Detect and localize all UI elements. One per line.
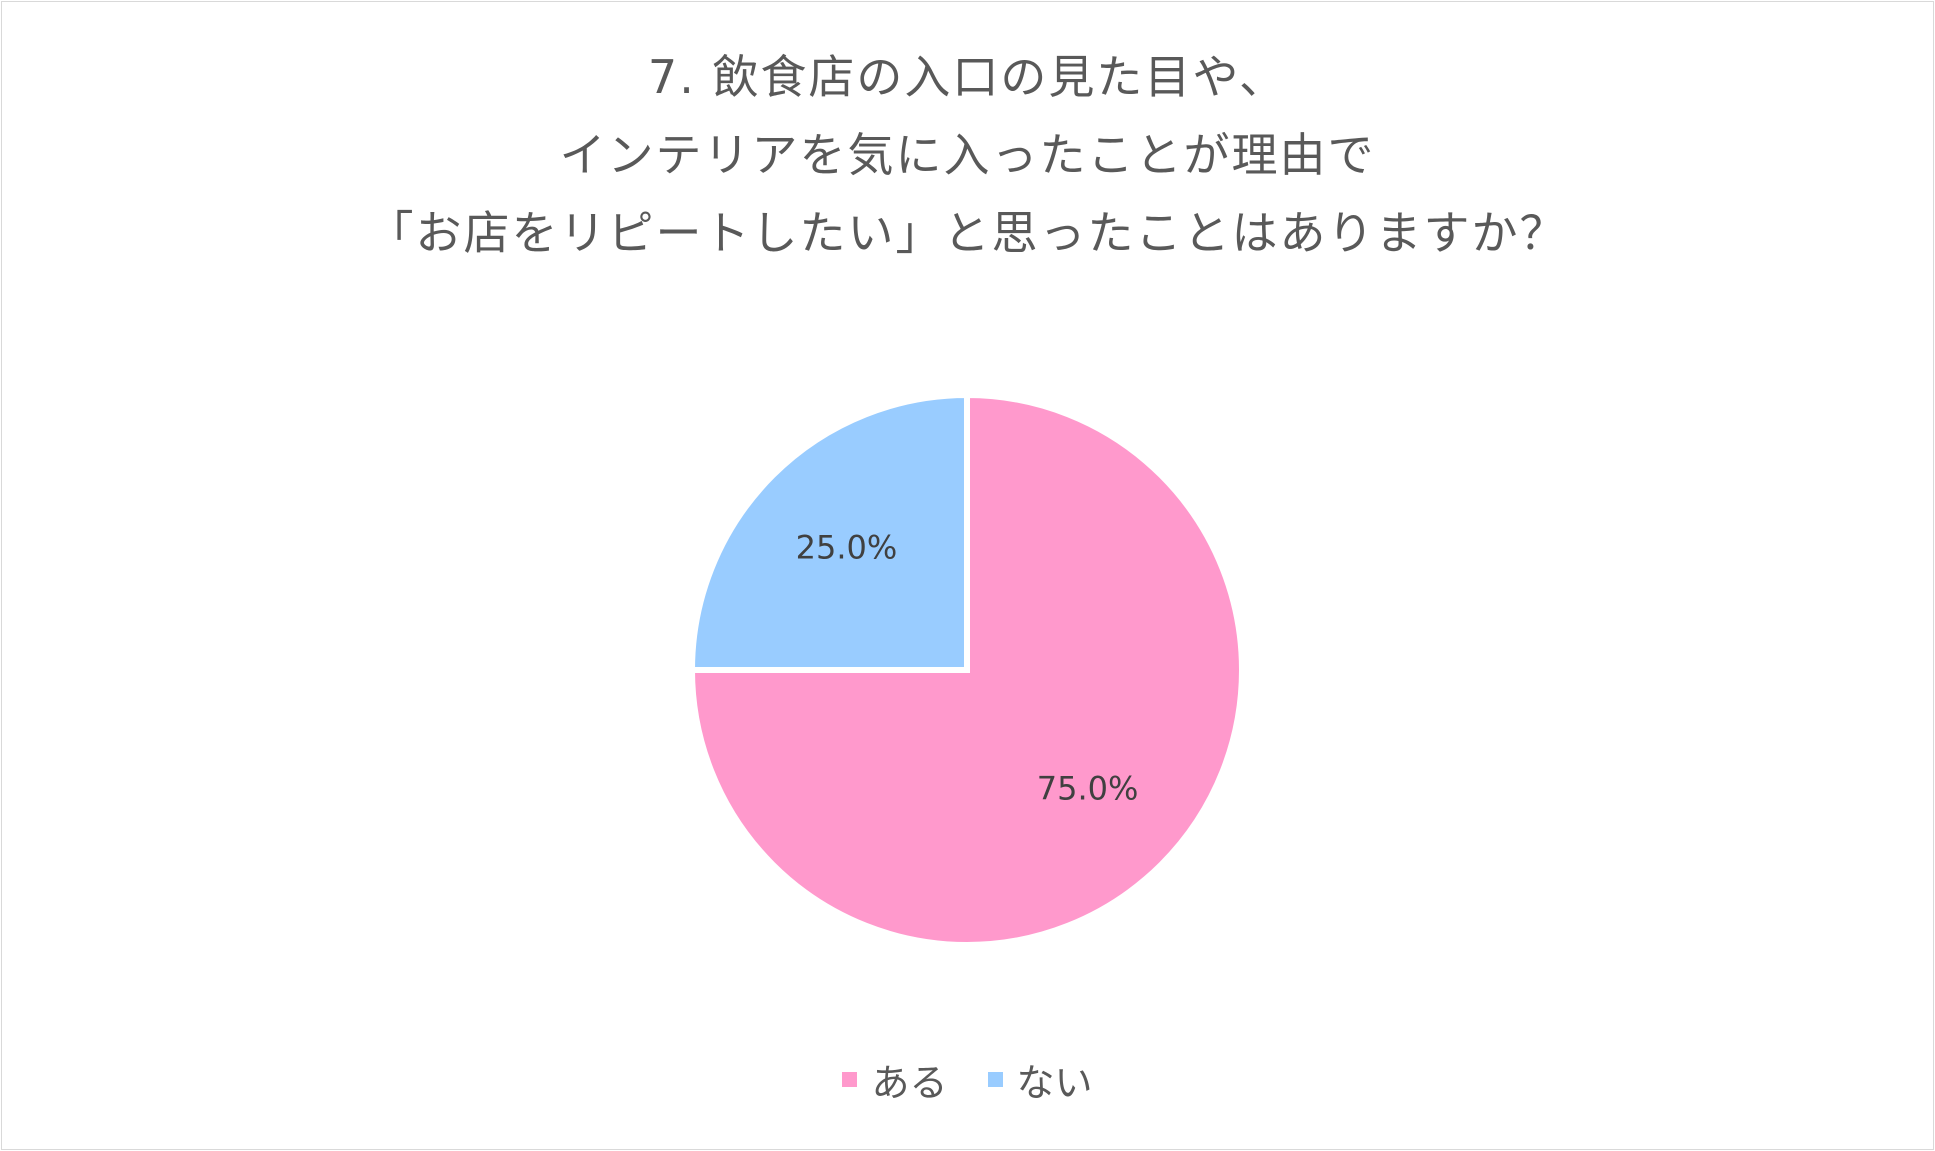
pie-slice-aru <box>688 391 1245 948</box>
data-label-nai: 25.0% <box>796 528 898 566</box>
legend-item-aru: ある <box>842 1052 948 1107</box>
chart-title-line-1: 7. 飲食店の入口の見た目や、 <box>647 50 1288 104</box>
legend-swatch-aru <box>842 1072 858 1087</box>
pie-slice-nai <box>688 391 970 673</box>
legend-swatch-nai <box>987 1072 1003 1087</box>
chart-title-line-3: 「お店をリピートしたい」と思ったことはありますか？ <box>367 206 1568 260</box>
chart-legend: ある ない <box>0 1052 1935 1107</box>
legend-label-nai: ない <box>1016 1061 1093 1105</box>
data-label-aru: 75.0% <box>1037 770 1139 808</box>
legend-item-nai: ない <box>987 1052 1093 1107</box>
legend-label-aru: ある <box>871 1061 948 1105</box>
chart-title-line-2: インテリアを気に入ったことが理由で <box>559 128 1376 182</box>
chart-title: 7. 飲食店の入口の見た目や、 インテリアを気に入ったことが理由で 「お店をリピ… <box>0 38 1935 272</box>
